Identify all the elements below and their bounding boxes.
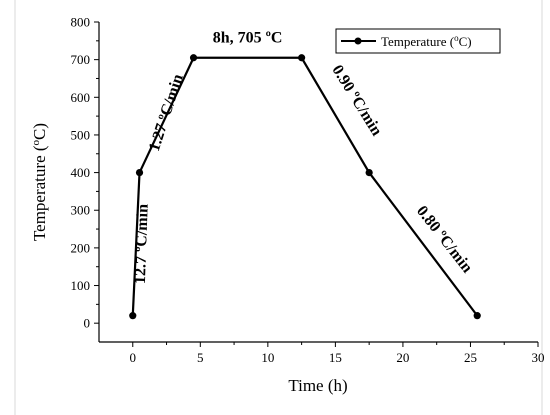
annotation-rate-3: 0.90 ºC/min: [328, 62, 385, 139]
legend-text-main: Temperature (: [381, 34, 454, 49]
annotation-rate-4: 0.80 ºC/min: [413, 203, 476, 277]
x-tick-label: 0: [130, 350, 137, 365]
legend: Temperature (oC): [335, 28, 501, 54]
series-line-temperature: [131, 56, 479, 317]
data-point: [473, 312, 481, 320]
data-point: [189, 54, 198, 62]
x-axis-title: Time (h): [288, 376, 347, 395]
data-point: [365, 168, 373, 177]
data-point: [129, 312, 137, 320]
data-point: [298, 54, 306, 62]
y-axis-title-main: Temperature (: [30, 145, 49, 241]
y-axis-title: Temperature (oC): [30, 123, 49, 241]
y-tick-label: 400: [71, 165, 91, 180]
y-tick-label: 0: [84, 316, 91, 331]
annotation-hold: 8h, 705 ºC: [213, 30, 283, 47]
y-tick-label: 300: [71, 203, 91, 218]
y-axis-title-tail: C): [30, 123, 49, 140]
y-tick-label: 600: [71, 90, 91, 105]
x-tick-label: 15: [329, 350, 342, 365]
data-point: [135, 168, 144, 177]
annotation-rate-2: 1.27 ºC/min: [146, 72, 187, 153]
y-axis-title-sup: o: [30, 139, 42, 145]
y-tick-label: 500: [71, 127, 91, 142]
x-tick-label: 20: [396, 350, 409, 365]
y-tick-label: 700: [71, 52, 91, 67]
y-tick-label: 200: [71, 240, 91, 255]
axes: [98, 22, 538, 343]
x-tick-label: 25: [464, 350, 477, 365]
legend-text-tail: C): [459, 34, 472, 49]
legend-marker: [354, 37, 362, 45]
legend-entry-temperature: Temperature (oC): [381, 33, 472, 49]
x-tick-label: 10: [261, 350, 274, 365]
x-tick-label: 30: [532, 350, 545, 365]
y-tick-label: 100: [71, 278, 91, 293]
legend-text-sup: o: [454, 33, 459, 43]
annotation-rate-1: 12.7 ºC/min: [132, 204, 152, 285]
y-tick-label: 800: [71, 15, 91, 30]
series-temperature: [129, 54, 481, 320]
x-tick-label: 5: [197, 350, 204, 365]
